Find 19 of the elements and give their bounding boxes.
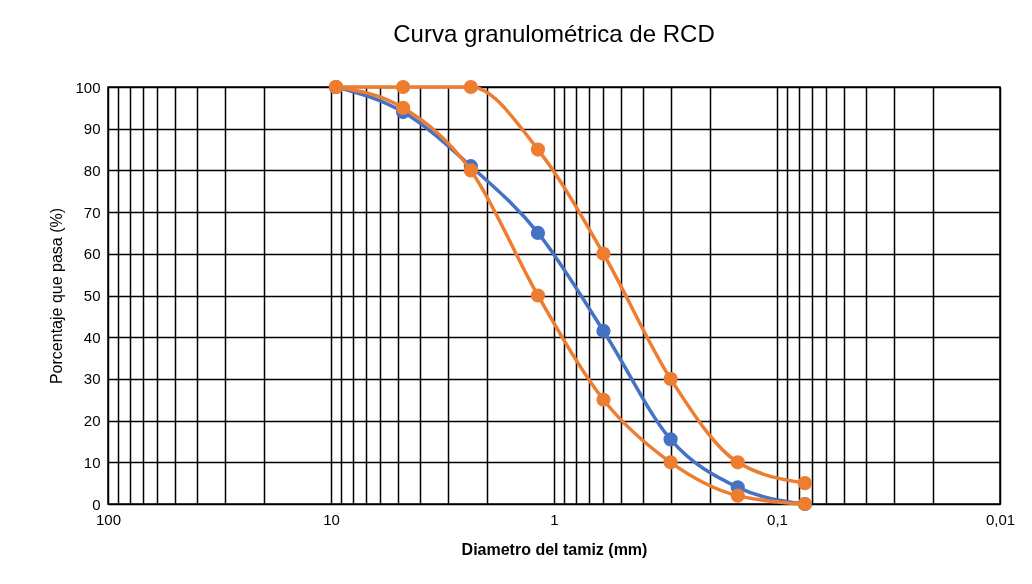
x-tick-label: 10: [323, 510, 340, 528]
y-tick-label: 30: [83, 370, 101, 388]
x-tick-label: 1: [550, 510, 559, 528]
y-tick-label: 80: [83, 161, 101, 179]
y-tick-label: 50: [83, 287, 101, 304]
y-axis-title: Porcentaje que pasa (%): [48, 207, 66, 385]
y-tick-label: 100: [75, 78, 101, 96]
y-tick-label: 60: [83, 245, 101, 263]
y-tick-label: 10: [83, 453, 101, 471]
y-tick-label: 90: [83, 120, 101, 138]
x-axis-title: Diametro del tamiz (mm): [461, 540, 648, 558]
y-tick-label: 20: [83, 412, 101, 430]
y-tick-label: 70: [83, 203, 101, 221]
x-tick-label: 0,01: [985, 510, 1016, 528]
x-tick-label: 0,1: [767, 510, 788, 528]
y-tick-label: 40: [83, 328, 101, 346]
x-tick-label: 100: [95, 510, 122, 528]
chart-title: Curva granulométrica de RCD: [393, 19, 715, 47]
y-tick-label: 0: [92, 495, 101, 513]
